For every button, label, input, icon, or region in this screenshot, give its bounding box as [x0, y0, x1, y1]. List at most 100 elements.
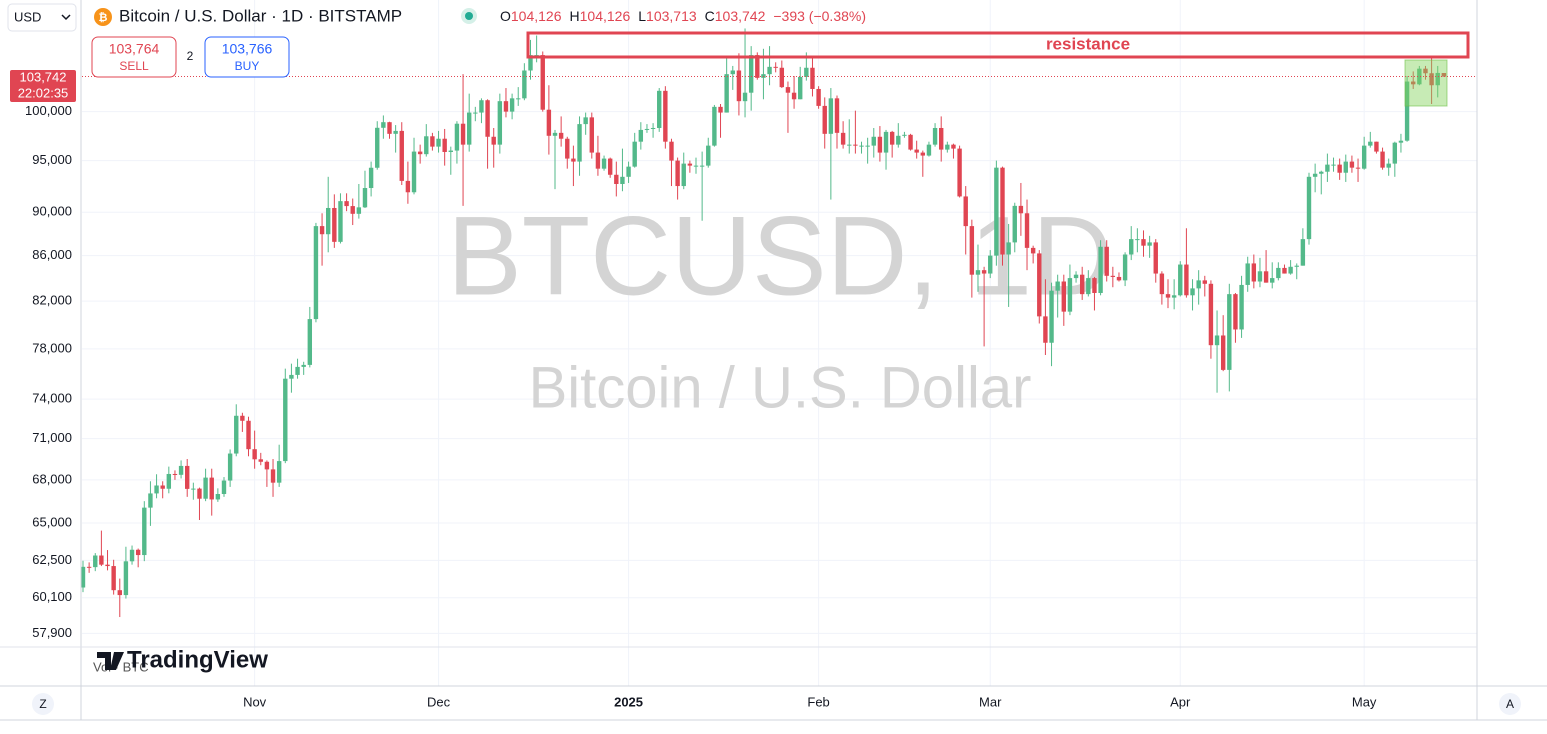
- candle-body: [748, 55, 754, 93]
- candle-body: [908, 134, 913, 150]
- candle-body: [460, 123, 466, 145]
- candle-body: [142, 507, 147, 556]
- candle-body: [742, 92, 748, 102]
- buy-price[interactable]: 103,766: [222, 41, 273, 57]
- candle-body: [804, 67, 809, 77]
- y-tick-label: 82,000: [32, 293, 72, 308]
- plot: resistance: [80, 28, 1477, 618]
- highlight-zone: [1404, 59, 1448, 107]
- candle-body: [99, 555, 104, 565]
- candle-body: [1147, 242, 1152, 246]
- candle-body: [295, 366, 300, 375]
- candle-body: [1374, 141, 1379, 152]
- candle-body: [755, 55, 760, 78]
- candle-body: [1361, 145, 1367, 169]
- candle-body: [626, 166, 631, 177]
- candle-body: [632, 141, 637, 167]
- candle-body: [252, 449, 257, 460]
- candle-body: [203, 477, 208, 499]
- candle-body: [80, 566, 86, 588]
- auto-label[interactable]: A: [1506, 697, 1514, 711]
- x-tick-label: 2025: [614, 694, 643, 709]
- candle-body: [712, 106, 717, 146]
- currency-select[interactable]: [7, 3, 77, 32]
- buy-label[interactable]: BUY: [235, 59, 260, 73]
- x-tick-label: May: [1352, 694, 1377, 709]
- candle-body: [865, 145, 870, 147]
- candle-body: [565, 138, 570, 159]
- candle-body: [93, 555, 98, 568]
- candle-body: [424, 136, 429, 155]
- candle-body: [1423, 68, 1428, 74]
- candle-body: [1276, 267, 1281, 279]
- candle-body: [528, 55, 533, 71]
- price-label: 103,742: [20, 69, 67, 84]
- candle-body: [1165, 294, 1171, 298]
- candle-body: [693, 165, 699, 167]
- y-tick-label: 71,000: [32, 430, 72, 445]
- sell-price[interactable]: 103,764: [109, 41, 160, 57]
- candle-body: [785, 87, 791, 93]
- candle-body: [1380, 151, 1385, 168]
- zoom-label[interactable]: Z: [39, 697, 46, 711]
- candle-body: [1404, 81, 1410, 141]
- candle-body: [405, 180, 411, 193]
- candle-body: [1196, 280, 1201, 289]
- candle-body: [945, 144, 950, 150]
- symbol-title[interactable]: Bitcoin / U.S. Dollar · 1D · BITSTAMP: [119, 6, 402, 25]
- candle-body: [178, 465, 184, 475]
- candle-body: [1067, 278, 1073, 312]
- dropdown-arrow: [61, 14, 71, 21]
- logo: TradingView: [97, 646, 268, 673]
- currency[interactable]: USD: [14, 9, 41, 24]
- candle-body: [1092, 278, 1097, 293]
- candle-body: [1312, 173, 1318, 177]
- candle-body: [1343, 161, 1348, 173]
- candle-body: [1435, 72, 1440, 86]
- candle-body: [276, 461, 282, 483]
- candle-body: [319, 226, 325, 235]
- auto-button[interactable]: [1499, 693, 1521, 715]
- sell-label[interactable]: SELL: [119, 59, 149, 73]
- candle-body: [264, 461, 270, 470]
- candle-body: [1257, 271, 1263, 282]
- candle-body: [160, 485, 165, 489]
- sell-button[interactable]: [91, 36, 177, 78]
- candle-body: [1129, 239, 1134, 255]
- y-tick-label: 78,000: [32, 340, 72, 355]
- candle-body: [902, 134, 907, 136]
- candle-body: [706, 145, 711, 166]
- candle-body: [485, 100, 490, 137]
- zoom-button[interactable]: [32, 693, 54, 715]
- candle-body: [975, 270, 981, 275]
- candle-body: [289, 374, 294, 379]
- y-tick-label: 90,000: [32, 204, 72, 219]
- candle-body: [454, 123, 460, 151]
- candle-body: [503, 101, 509, 112]
- candle-body: [669, 141, 674, 161]
- candle-body: [638, 129, 644, 142]
- candle-body: [920, 152, 926, 156]
- candle-body: [350, 206, 355, 214]
- candle-body: [828, 98, 834, 134]
- candle-body: [546, 109, 552, 136]
- candle-body: [571, 158, 576, 162]
- candle-body: [1214, 335, 1220, 346]
- candle-body: [1122, 254, 1128, 281]
- candle-body: [356, 207, 362, 214]
- candle-body: [1227, 294, 1232, 370]
- candle-body: [387, 122, 392, 134]
- ohlc-key: O: [500, 8, 511, 24]
- candle-body: [834, 98, 840, 133]
- candle-body: [988, 255, 993, 274]
- candle-body: [1417, 68, 1422, 85]
- candle-body: [411, 151, 417, 193]
- buy-button[interactable]: [204, 36, 290, 78]
- logo-text: TradingView: [127, 646, 268, 673]
- candle-body: [889, 131, 895, 145]
- candle-body: [209, 477, 214, 500]
- candle-body: [221, 480, 227, 495]
- candle-body: [197, 488, 202, 499]
- resistance-label: resistance: [1046, 34, 1130, 53]
